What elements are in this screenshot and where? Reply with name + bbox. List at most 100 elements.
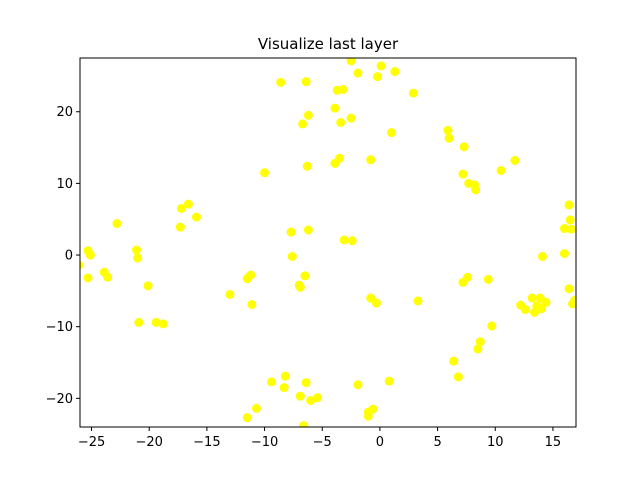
y-tick-label: −20 — [46, 392, 73, 407]
data-point — [565, 215, 575, 225]
data-point — [295, 282, 305, 292]
data-point — [453, 372, 463, 382]
data-point — [279, 383, 289, 393]
data-point — [564, 284, 574, 294]
data-point — [335, 153, 345, 163]
data-point — [529, 307, 539, 317]
x-tick-label: −20 — [135, 435, 162, 450]
data-point — [559, 224, 569, 234]
data-point — [303, 110, 313, 120]
chart-title: Visualize last layer — [258, 35, 399, 53]
data-point — [286, 227, 296, 237]
data-point — [85, 250, 95, 260]
data-point — [151, 317, 161, 327]
data-point — [302, 161, 312, 171]
data-point — [192, 212, 202, 222]
data-point — [143, 281, 153, 291]
data-point — [306, 395, 316, 405]
data-point — [487, 321, 497, 331]
data-point — [510, 155, 520, 165]
data-point — [158, 319, 168, 329]
data-point — [538, 251, 548, 261]
data-point — [330, 103, 340, 113]
points-layer — [80, 58, 576, 427]
data-point — [363, 411, 373, 421]
data-point — [473, 344, 483, 354]
data-point — [225, 289, 235, 299]
data-point — [299, 421, 309, 427]
data-point — [443, 125, 453, 135]
data-point — [132, 245, 142, 255]
data-point — [301, 77, 311, 87]
data-point — [300, 271, 310, 281]
data-point — [353, 68, 363, 78]
data-point — [103, 272, 113, 282]
data-point — [536, 304, 546, 314]
data-point — [386, 128, 396, 138]
data-point — [298, 119, 308, 129]
data-point — [413, 296, 423, 306]
data-point — [463, 272, 473, 282]
x-tick-label: −15 — [193, 435, 220, 450]
data-point — [266, 377, 276, 387]
data-point — [570, 295, 576, 305]
data-point — [280, 371, 290, 381]
data-point — [527, 293, 537, 303]
data-point — [301, 378, 311, 388]
data-point — [175, 222, 185, 232]
x-tick-label: 15 — [545, 435, 562, 450]
data-point — [559, 249, 569, 259]
data-point — [390, 67, 400, 77]
data-point — [80, 260, 84, 270]
x-tick-label: −10 — [251, 435, 278, 450]
x-axis-ticks: −25 −20 −15 −10 −5 0 5 10 15 — [78, 427, 561, 450]
data-point — [112, 219, 122, 229]
data-point — [471, 185, 481, 195]
data-point — [384, 376, 394, 386]
x-tick-label: 0 — [376, 435, 384, 450]
data-point — [520, 304, 530, 314]
data-point — [338, 85, 348, 95]
data-point — [346, 58, 356, 66]
data-point — [336, 117, 346, 127]
data-point — [242, 413, 252, 423]
data-point — [177, 203, 187, 213]
data-point — [475, 337, 485, 347]
data-point — [458, 169, 468, 179]
data-point — [339, 235, 349, 245]
data-point — [444, 133, 454, 143]
data-point — [353, 380, 363, 390]
data-point — [371, 298, 381, 308]
data-point — [483, 274, 493, 284]
data-point — [347, 236, 357, 246]
data-point — [368, 404, 378, 414]
data-point — [496, 165, 506, 175]
data-point — [295, 391, 305, 401]
data-point — [564, 200, 574, 210]
data-point — [133, 253, 143, 263]
y-tick-label: −10 — [46, 320, 73, 335]
data-point — [134, 317, 144, 327]
data-point — [183, 199, 193, 209]
data-point — [541, 297, 551, 307]
data-point — [260, 168, 270, 178]
data-point — [313, 393, 323, 403]
data-point — [459, 142, 469, 152]
data-point — [287, 251, 297, 261]
data-point — [276, 77, 286, 87]
data-point — [246, 270, 256, 280]
data-point — [83, 273, 93, 283]
y-tick-label: 0 — [65, 249, 73, 264]
y-tick-label: 20 — [56, 105, 73, 120]
data-point — [251, 403, 261, 413]
y-tick-label: 10 — [56, 177, 73, 192]
x-tick-label: 5 — [433, 435, 441, 450]
data-point — [408, 88, 418, 98]
data-point — [449, 356, 459, 366]
x-tick-label: −5 — [313, 435, 332, 450]
data-point — [303, 225, 313, 235]
data-point — [346, 113, 356, 123]
x-tick-label: 10 — [487, 435, 504, 450]
